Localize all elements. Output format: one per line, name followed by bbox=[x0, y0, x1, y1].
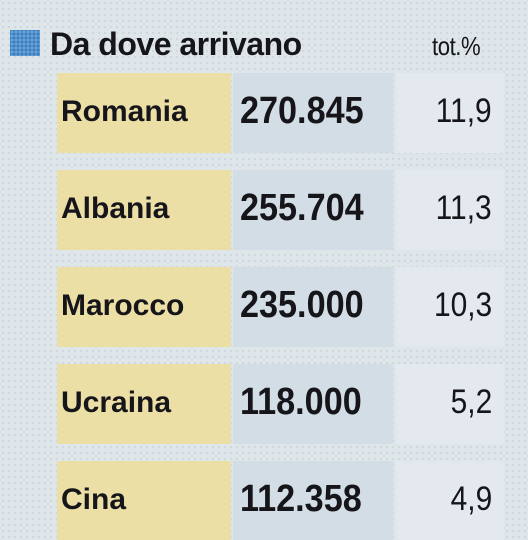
title: Da dove arrivano bbox=[50, 26, 302, 62]
country-name: Cina bbox=[61, 483, 127, 516]
section-icon bbox=[10, 30, 40, 56]
count-value: 112.358 bbox=[240, 478, 362, 520]
name-cell bbox=[57, 170, 231, 250]
count-cell bbox=[233, 73, 393, 153]
percent-value: 11,9 bbox=[435, 92, 492, 130]
count-value: 235.000 bbox=[240, 284, 364, 326]
count-cell bbox=[233, 364, 393, 444]
percent-cell bbox=[396, 267, 504, 347]
percent-value: 5,2 bbox=[450, 383, 492, 421]
percent-cell bbox=[396, 461, 504, 540]
percent-value: 10,3 bbox=[433, 286, 492, 324]
country-name: Romania bbox=[61, 95, 188, 128]
name-cell bbox=[57, 364, 231, 444]
count-cell bbox=[233, 170, 393, 250]
country-name: Albania bbox=[61, 192, 170, 225]
country-name: Ucraina bbox=[61, 386, 172, 419]
name-cell bbox=[57, 267, 231, 347]
percent-cell bbox=[396, 170, 504, 250]
count-cell bbox=[233, 461, 393, 540]
count-value: 255.704 bbox=[240, 187, 364, 229]
name-cell bbox=[57, 461, 231, 540]
name-cell bbox=[57, 73, 231, 153]
count-value: 270.845 bbox=[240, 90, 364, 132]
column-header: tot.% bbox=[432, 31, 481, 61]
count-cell bbox=[233, 267, 393, 347]
percent-value: 4,9 bbox=[450, 480, 492, 518]
count-value: 118.000 bbox=[240, 381, 362, 423]
percent-cell bbox=[396, 364, 504, 444]
percent-cell bbox=[396, 73, 504, 153]
percent-value: 11,3 bbox=[435, 189, 492, 227]
country-name: Marocco bbox=[61, 289, 185, 322]
